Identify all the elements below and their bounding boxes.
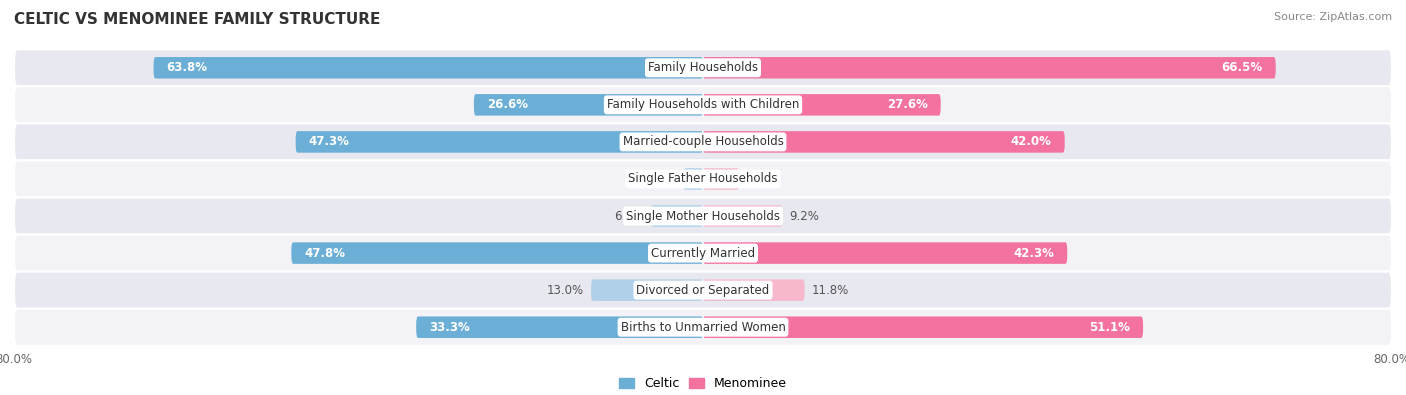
Text: 42.0%: 42.0% xyxy=(1011,135,1052,149)
Text: 11.8%: 11.8% xyxy=(811,284,849,297)
FancyBboxPatch shape xyxy=(703,316,1143,338)
Text: Currently Married: Currently Married xyxy=(651,246,755,260)
Text: 2.3%: 2.3% xyxy=(647,173,676,186)
FancyBboxPatch shape xyxy=(683,168,703,190)
Text: Source: ZipAtlas.com: Source: ZipAtlas.com xyxy=(1274,12,1392,22)
Text: Divorced or Separated: Divorced or Separated xyxy=(637,284,769,297)
FancyBboxPatch shape xyxy=(703,94,941,116)
Text: 51.1%: 51.1% xyxy=(1090,321,1130,334)
Text: 42.3%: 42.3% xyxy=(1014,246,1054,260)
Text: Married-couple Households: Married-couple Households xyxy=(623,135,783,149)
Text: 47.3%: 47.3% xyxy=(308,135,350,149)
Legend: Celtic, Menominee: Celtic, Menominee xyxy=(614,372,792,395)
FancyBboxPatch shape xyxy=(14,123,1392,160)
Text: 13.0%: 13.0% xyxy=(547,284,583,297)
Text: 9.2%: 9.2% xyxy=(789,209,818,222)
Text: CELTIC VS MENOMINEE FAMILY STRUCTURE: CELTIC VS MENOMINEE FAMILY STRUCTURE xyxy=(14,12,381,27)
Text: 33.3%: 33.3% xyxy=(429,321,470,334)
FancyBboxPatch shape xyxy=(703,168,740,190)
FancyBboxPatch shape xyxy=(703,279,804,301)
Text: 47.8%: 47.8% xyxy=(304,246,346,260)
Text: Family Households: Family Households xyxy=(648,61,758,74)
Text: 26.6%: 26.6% xyxy=(486,98,527,111)
FancyBboxPatch shape xyxy=(703,205,782,227)
FancyBboxPatch shape xyxy=(14,198,1392,235)
Text: Single Mother Households: Single Mother Households xyxy=(626,209,780,222)
FancyBboxPatch shape xyxy=(474,94,703,116)
FancyBboxPatch shape xyxy=(153,57,703,79)
FancyBboxPatch shape xyxy=(14,308,1392,346)
Text: 63.8%: 63.8% xyxy=(166,61,208,74)
FancyBboxPatch shape xyxy=(703,131,1064,152)
Text: Family Households with Children: Family Households with Children xyxy=(607,98,799,111)
FancyBboxPatch shape xyxy=(591,279,703,301)
FancyBboxPatch shape xyxy=(295,131,703,152)
FancyBboxPatch shape xyxy=(703,57,1275,79)
FancyBboxPatch shape xyxy=(14,235,1392,272)
FancyBboxPatch shape xyxy=(416,316,703,338)
Text: 6.1%: 6.1% xyxy=(613,209,644,222)
FancyBboxPatch shape xyxy=(651,205,703,227)
Text: Single Father Households: Single Father Households xyxy=(628,173,778,186)
Text: 4.2%: 4.2% xyxy=(747,173,776,186)
FancyBboxPatch shape xyxy=(14,272,1392,308)
FancyBboxPatch shape xyxy=(14,49,1392,87)
Text: 66.5%: 66.5% xyxy=(1222,61,1263,74)
FancyBboxPatch shape xyxy=(14,160,1392,198)
Text: Births to Unmarried Women: Births to Unmarried Women xyxy=(620,321,786,334)
FancyBboxPatch shape xyxy=(703,243,1067,264)
FancyBboxPatch shape xyxy=(291,243,703,264)
FancyBboxPatch shape xyxy=(14,87,1392,123)
Text: 27.6%: 27.6% xyxy=(887,98,928,111)
